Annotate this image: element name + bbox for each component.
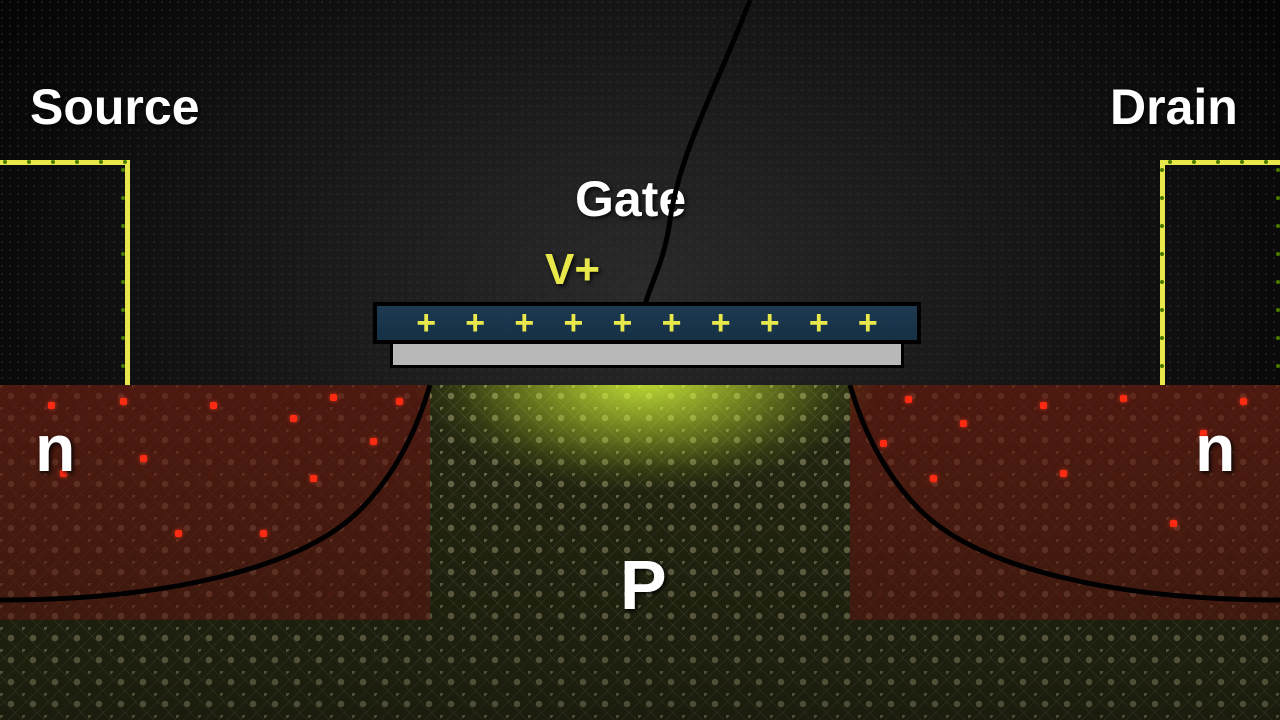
n-label-left: n — [35, 410, 75, 486]
drain-terminal — [1160, 160, 1280, 385]
dopant-red — [1170, 520, 1177, 527]
dopant-red — [1060, 470, 1067, 477]
dopant-red — [330, 394, 337, 401]
dopant-red — [120, 398, 127, 405]
gate-charge-plus: + — [563, 304, 583, 343]
dopant-red — [905, 396, 912, 403]
drain-label: Drain — [1110, 78, 1238, 136]
gate-voltage-label: V+ — [545, 245, 600, 295]
n-label-right: n — [1195, 410, 1235, 486]
dopant-red — [175, 530, 182, 537]
dopant-red — [310, 475, 317, 482]
dopant-red — [1040, 402, 1047, 409]
gate-charge-plus: + — [858, 304, 878, 343]
source-terminal — [0, 160, 130, 385]
gate-charge-plus: + — [416, 304, 436, 343]
dopant-red — [1120, 395, 1127, 402]
dopant-red — [260, 530, 267, 537]
dopant-red — [396, 398, 403, 405]
dopant-red — [880, 440, 887, 447]
dopant-red — [140, 455, 147, 462]
gate-charge-plus: + — [809, 304, 829, 343]
dopant-red — [370, 438, 377, 445]
dopant-red — [48, 402, 55, 409]
gate-label: Gate — [575, 170, 686, 228]
dopant-red — [290, 415, 297, 422]
gate-charge-plus: + — [613, 304, 633, 343]
gate-charge-plus: + — [711, 304, 731, 343]
dopant-red — [1240, 398, 1247, 405]
substrate: n n P — [0, 385, 1280, 720]
gate-charge-plus: + — [465, 304, 485, 343]
gate-oxide — [390, 344, 904, 368]
gate-charge-plus: + — [662, 304, 682, 343]
gate-electrode: + + + + + + + + + + — [373, 302, 921, 344]
gate-charge-plus: + — [760, 304, 780, 343]
p-label: P — [620, 545, 667, 625]
gate-charge-plus: + — [514, 304, 534, 343]
dopant-red — [960, 420, 967, 427]
dopant-red — [930, 475, 937, 482]
source-label: Source — [30, 78, 200, 136]
dopant-red — [210, 402, 217, 409]
